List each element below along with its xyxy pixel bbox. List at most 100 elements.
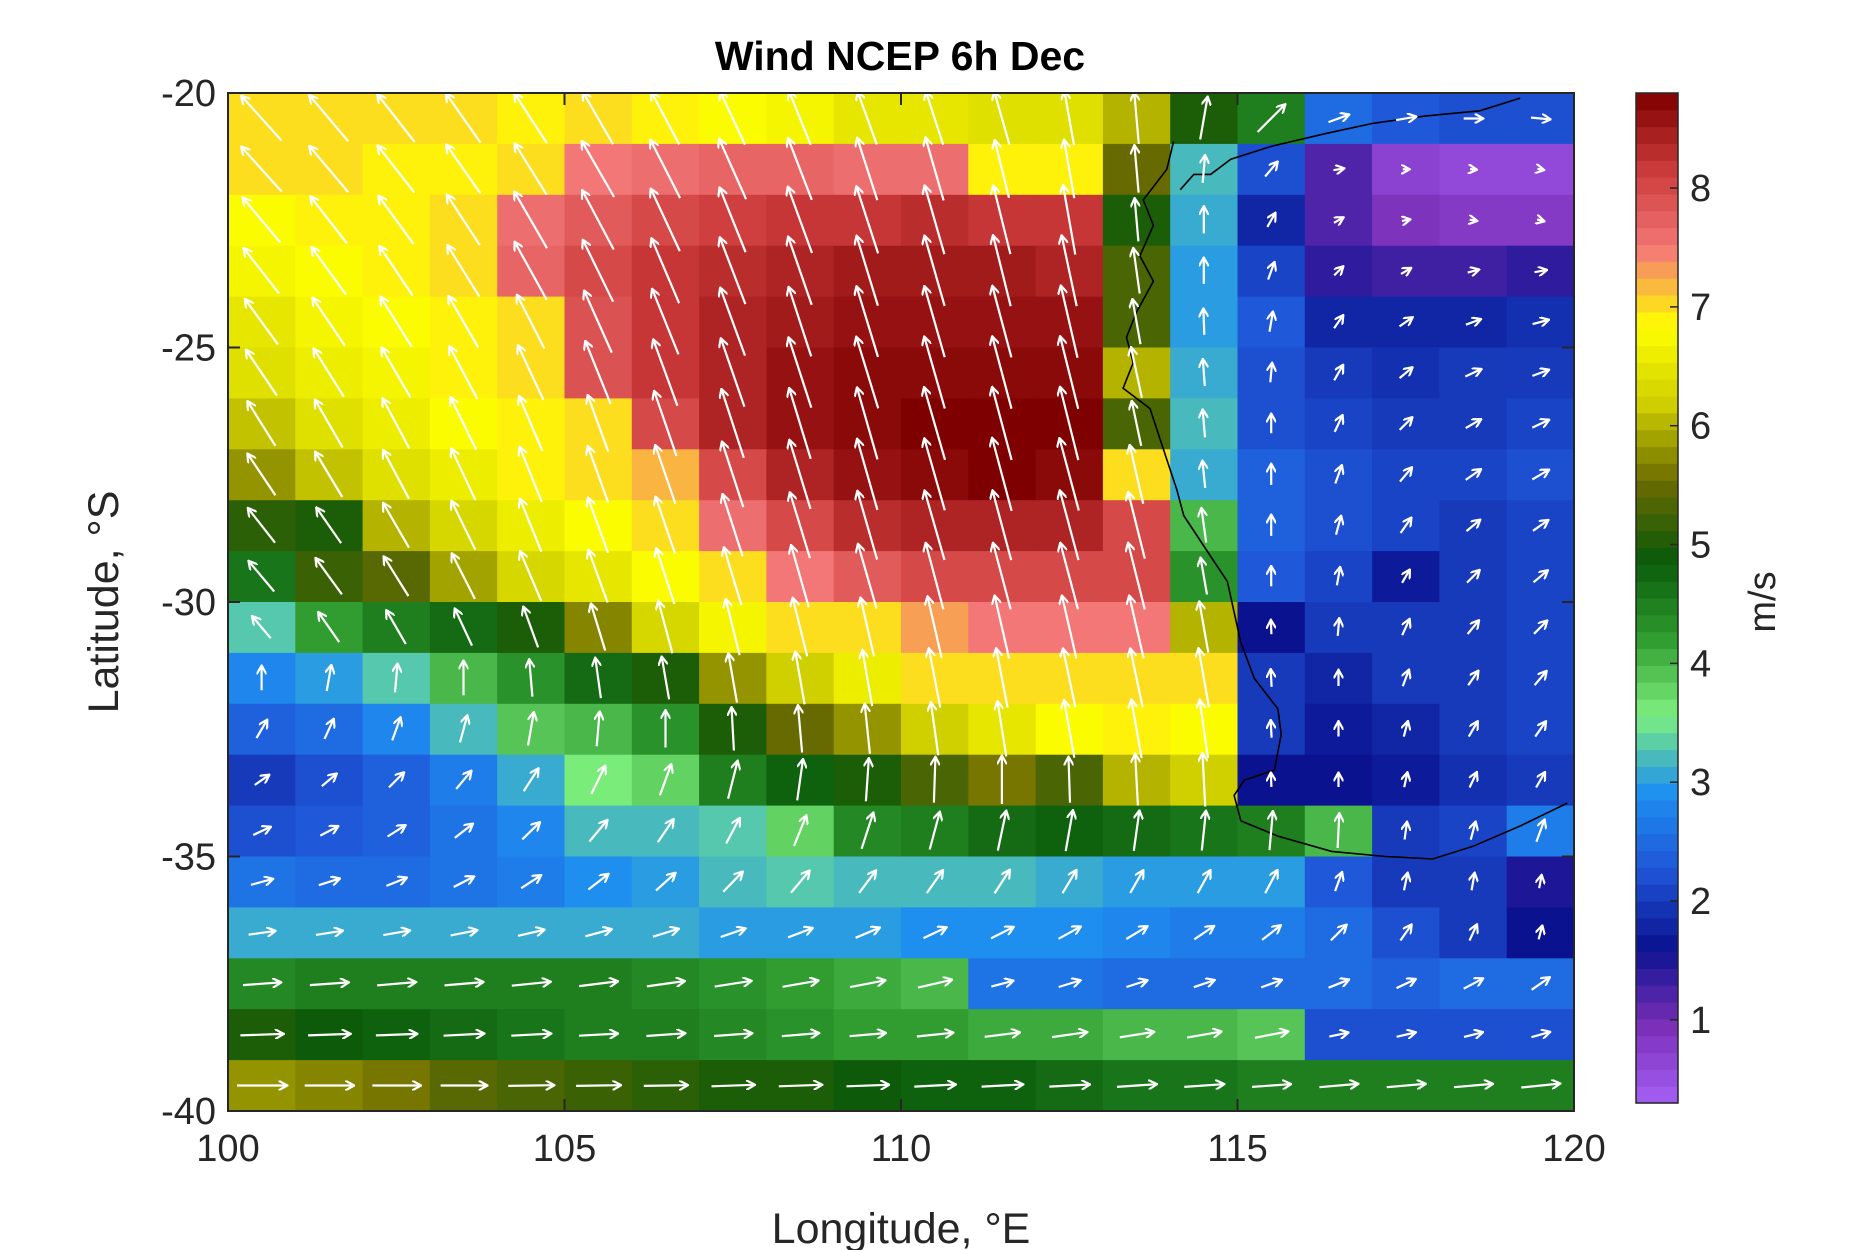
wind-arrow <box>1065 93 1076 146</box>
wind-arrow <box>375 1034 417 1036</box>
colorbar-tick-label: 8 <box>1690 168 1711 210</box>
wind-arrow <box>1201 559 1209 595</box>
wind-arrow <box>395 664 398 693</box>
wind-arrow <box>720 929 745 939</box>
wind-arrow <box>863 651 874 707</box>
wind-arrow <box>595 659 602 699</box>
wind-arrow <box>1532 370 1548 376</box>
wind-arrow <box>861 599 876 657</box>
wind-arrow <box>1531 420 1548 429</box>
wind-arrow <box>923 928 946 940</box>
colorbar-swatch <box>1636 530 1678 549</box>
wind-arrow <box>1398 368 1412 379</box>
colorbar-swatch <box>1636 934 1678 953</box>
wind-arrow <box>721 289 747 356</box>
wind-arrow <box>1193 980 1214 989</box>
wind-arrow <box>714 1033 751 1036</box>
wind-arrow <box>1472 874 1475 891</box>
wind-arrow <box>327 666 332 692</box>
wind-arrow <box>1402 220 1410 221</box>
wind-arrow <box>1534 270 1547 272</box>
wind-arrow <box>926 138 945 201</box>
wind-arrow <box>508 1085 553 1086</box>
coastline <box>1122 97 1568 860</box>
wind-arrow <box>1203 462 1206 489</box>
y-axis-label: Latitude, °S <box>80 491 128 714</box>
wind-arrow <box>651 141 682 199</box>
wind-arrow <box>588 396 610 453</box>
wind-arrow <box>1266 214 1275 228</box>
wind-arrow <box>662 657 671 700</box>
wind-arrow <box>385 878 406 887</box>
wind-arrow <box>925 186 946 255</box>
wind-arrow <box>1532 320 1549 324</box>
wind-arrow <box>579 1034 617 1036</box>
wind-arrow <box>656 446 677 505</box>
wind-arrow <box>447 195 481 246</box>
wind-arrow <box>316 559 343 596</box>
colorbar-tick-label: 1 <box>1690 1000 1711 1042</box>
wind-arrow <box>916 1033 953 1037</box>
wind-arrow <box>1051 1032 1087 1037</box>
wind-arrow <box>1530 978 1550 991</box>
wind-arrow <box>455 609 473 647</box>
wind-arrow <box>1132 402 1143 447</box>
colorbar-swatch <box>1636 985 1678 1003</box>
wind-arrow <box>711 1085 755 1087</box>
colorbar-swatch <box>1636 884 1678 902</box>
wind-arrow <box>1533 621 1547 635</box>
wind-arrow <box>993 871 1010 894</box>
wind-arrow <box>448 246 481 297</box>
wind-arrow <box>1333 267 1343 277</box>
wind-arrow <box>1199 98 1207 140</box>
wind-arrow <box>792 816 806 847</box>
wind-arrow <box>996 812 1006 851</box>
wind-arrow <box>1463 1032 1482 1037</box>
wind-arrow <box>1330 925 1346 942</box>
wind-arrow <box>654 392 678 457</box>
wind-arrow <box>1063 186 1077 255</box>
wind-arrow <box>659 602 674 654</box>
wind-arrow <box>1184 1084 1223 1087</box>
wind-arrow <box>990 927 1013 940</box>
colorbar-swatch <box>1636 816 1678 835</box>
wind-arrow <box>443 1034 484 1036</box>
wind-arrow <box>452 502 477 551</box>
wind-arrow <box>1200 701 1209 759</box>
wind-arrow <box>781 1033 819 1036</box>
wind-arrow <box>727 762 737 799</box>
wind-arrow <box>314 349 345 398</box>
wind-arrow <box>1125 927 1147 940</box>
wind-arrow <box>1404 722 1408 737</box>
wind-arrow <box>1132 811 1140 851</box>
wind-arrow <box>925 871 943 894</box>
colorbar-swatch <box>1636 648 1678 666</box>
wind-arrow <box>378 95 416 143</box>
wind-arrow <box>379 197 415 245</box>
wind-arrow <box>1399 518 1411 534</box>
wind-arrow <box>454 824 473 839</box>
x-tick-label: 115 <box>1207 1128 1268 1170</box>
wind-arrow <box>1069 758 1071 803</box>
wind-arrow <box>1132 700 1143 759</box>
colorbar-ticks: 1 2 3 4 5 6 7 8 <box>1670 168 1711 1042</box>
wind-arrow <box>929 649 942 708</box>
colorbar-swatch <box>1636 581 1678 599</box>
colorbar-swatch <box>1636 379 1678 397</box>
wind-arrow <box>725 819 739 844</box>
wind-arrow <box>312 248 347 296</box>
wind-arrow <box>1453 1084 1492 1087</box>
wind-arrow <box>1396 1033 1415 1037</box>
wind-arrow <box>309 982 348 985</box>
y-tick-label: -25 <box>161 328 216 370</box>
colorbar-swatch <box>1636 126 1678 145</box>
wind-arrow <box>450 347 479 400</box>
wind-arrow <box>519 397 544 452</box>
colorbar-tick-label: 2 <box>1690 881 1711 923</box>
wind-arrow <box>517 930 544 937</box>
wind-arrow <box>1049 1085 1089 1087</box>
wind-arrow <box>1254 1032 1288 1039</box>
wind-arrow <box>926 93 945 146</box>
wind-arrow <box>993 544 1012 610</box>
